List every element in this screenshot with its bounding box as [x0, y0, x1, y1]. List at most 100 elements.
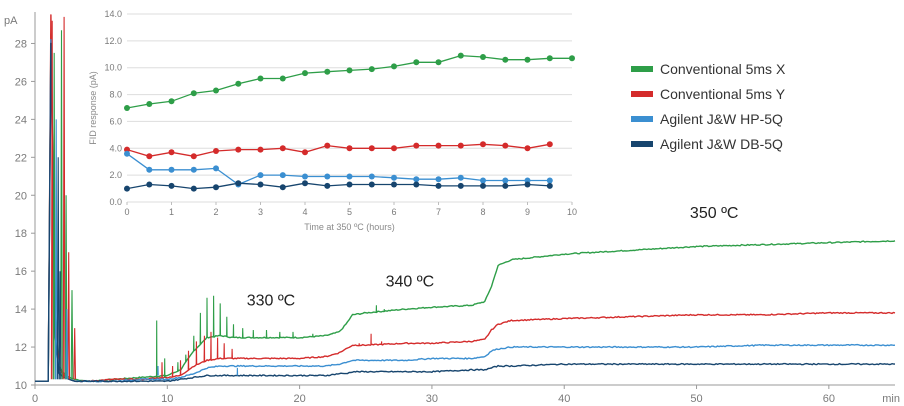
- inset-data-point: [235, 146, 242, 153]
- inset-data-point: [146, 181, 153, 188]
- inset-data-point: [279, 184, 286, 191]
- inset-series-line-4: [126, 182, 550, 190]
- inset-data-point: [368, 66, 375, 73]
- x-tick-label: 60: [823, 393, 835, 405]
- inset-data-point: [279, 75, 286, 82]
- inset-data-point: [480, 54, 486, 60]
- inset-data-point: [213, 184, 219, 191]
- peak-mark: [232, 324, 235, 338]
- peak-mark: [62, 16, 66, 380]
- inset-data-point: [146, 166, 153, 173]
- inset-data-point: [257, 181, 264, 188]
- inset-data-point: [435, 182, 442, 189]
- y-tick-label: 14: [15, 304, 27, 316]
- inset-data-point: [524, 145, 531, 152]
- x-tick-label: 0: [32, 393, 38, 405]
- inset-data-point: [368, 145, 375, 152]
- inset-data-point: [302, 70, 308, 77]
- x-tick-label: 10: [161, 393, 173, 405]
- y-tick-label: 16: [15, 266, 27, 278]
- legend-label: Agilent J&W HP-5Q: [660, 111, 783, 127]
- peak-mark: [171, 365, 174, 377]
- inset-data-point: [346, 181, 353, 188]
- peak-mark: [206, 297, 208, 338]
- main-series: [35, 14, 896, 383]
- legend-label: Agilent J&W DB-5Q: [660, 136, 783, 152]
- peak-mark: [216, 337, 219, 359]
- peak-mark: [67, 252, 71, 380]
- legend-swatch: [631, 116, 653, 122]
- inset-data-point: [502, 56, 509, 63]
- series-line-2: [35, 14, 896, 383]
- legend-swatch: [631, 66, 653, 72]
- inset-data-point: [324, 142, 331, 149]
- inset-data-point: [391, 145, 397, 152]
- inset-data-point: [257, 172, 264, 179]
- peak-mark: [292, 331, 294, 338]
- legend-label: Conventional 5ms Y: [660, 86, 786, 102]
- inset-data-point: [190, 185, 197, 192]
- inset-data-point: [546, 182, 553, 189]
- legend: Conventional 5ms X Conventional 5ms Y Agil…: [631, 61, 786, 152]
- inset-data-point: [480, 177, 486, 184]
- inset-x-tick-label: 1: [169, 207, 174, 217]
- peak-mark: [50, 20, 54, 380]
- peak-mark: [199, 312, 202, 345]
- peak-mark: [226, 316, 228, 337]
- peak-mark: [60, 30, 63, 380]
- inset-x-tick-label: 0: [124, 207, 129, 217]
- inset-data-point: [546, 55, 553, 62]
- peak-mark: [177, 362, 179, 372]
- series-line-3: [35, 39, 896, 383]
- inset-x-axis-label: Time at 350 ºC (hours): [304, 222, 394, 232]
- inset-data-point: [124, 150, 130, 157]
- inset-data-point: [480, 141, 486, 148]
- inset-data-point: [546, 141, 553, 148]
- peak-mark: [54, 119, 58, 380]
- peak-mark: [231, 348, 233, 359]
- inset-data-point: [368, 181, 375, 188]
- temp-label: 340 ºC: [386, 273, 435, 290]
- inset-data-point: [235, 180, 242, 187]
- peak-mark: [203, 335, 206, 362]
- y-tick-label: 10: [15, 380, 27, 392]
- x-tick-label: 30: [426, 393, 438, 405]
- inset-y-tick-label: 8.0: [109, 90, 122, 100]
- inset-x-tick-label: 8: [480, 207, 485, 217]
- inset-data-point: [502, 182, 509, 189]
- inset-data-point: [124, 185, 130, 192]
- x-axis-label: min: [882, 393, 900, 405]
- peak-mark: [312, 333, 314, 337]
- peak-mark: [187, 350, 190, 370]
- inset-data-point: [168, 98, 175, 105]
- peak-mark: [212, 295, 215, 337]
- inset-y-tick-label: 10.0: [104, 63, 122, 73]
- inset-y-tick-label: 0.0: [109, 197, 122, 207]
- temp-label: 350 ºC: [690, 205, 739, 222]
- y-tick-label: 24: [15, 114, 27, 126]
- inset-x-tick-label: 3: [258, 207, 263, 217]
- inset-series-line-2: [126, 143, 550, 157]
- peak-mark: [195, 341, 198, 365]
- peak-mark: [219, 303, 222, 336]
- inset-data-point: [168, 166, 175, 173]
- inset-data-point: [457, 174, 464, 181]
- legend-label: Conventional 5ms X: [660, 61, 786, 77]
- peak-mark: [185, 354, 187, 363]
- inset-y-tick-label: 14.0: [104, 9, 122, 19]
- inset-data-point: [435, 142, 442, 149]
- peak-mark: [65, 309, 69, 380]
- inset-data-point: [413, 142, 420, 149]
- inset-data-point: [391, 63, 397, 70]
- inset-x-tick-label: 2: [213, 207, 218, 217]
- peak-mark: [252, 329, 255, 338]
- peak-mark: [278, 331, 281, 338]
- y-axis-label: pA: [4, 15, 18, 27]
- inset-data-point: [346, 145, 353, 152]
- inset-background: [127, 14, 572, 202]
- peak-mark: [56, 157, 60, 380]
- x-tick-label: 20: [293, 393, 305, 405]
- peak-mark: [52, 52, 56, 380]
- y-tick-label: 22: [15, 152, 27, 164]
